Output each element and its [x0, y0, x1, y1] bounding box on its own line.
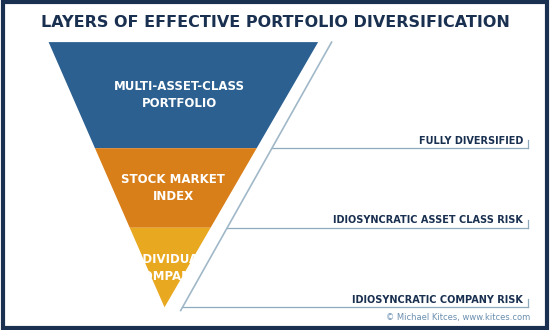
Text: © Michael Kitces, www.kitces.com: © Michael Kitces, www.kitces.com [387, 313, 531, 322]
Text: INDIVIDUAL
COMPANY: INDIVIDUAL COMPANY [129, 252, 206, 282]
Text: FULLY DIVERSIFIED: FULLY DIVERSIFIED [419, 136, 523, 146]
Text: STOCK MARKET
INDEX: STOCK MARKET INDEX [121, 173, 225, 203]
Text: IDIOSYNCRATIC COMPANY RISK: IDIOSYNCRATIC COMPANY RISK [352, 295, 523, 305]
Text: IDIOSYNCRATIC ASSET CLASS RISK: IDIOSYNCRATIC ASSET CLASS RISK [333, 215, 523, 225]
Polygon shape [130, 228, 211, 307]
Polygon shape [95, 148, 257, 228]
Text: LAYERS OF EFFECTIVE PORTFOLIO DIVERSIFICATION: LAYERS OF EFFECTIVE PORTFOLIO DIVERSIFIC… [41, 15, 509, 30]
Text: MULTI-ASSET-CLASS
PORTFOLIO: MULTI-ASSET-CLASS PORTFOLIO [114, 80, 245, 110]
Polygon shape [48, 42, 318, 148]
